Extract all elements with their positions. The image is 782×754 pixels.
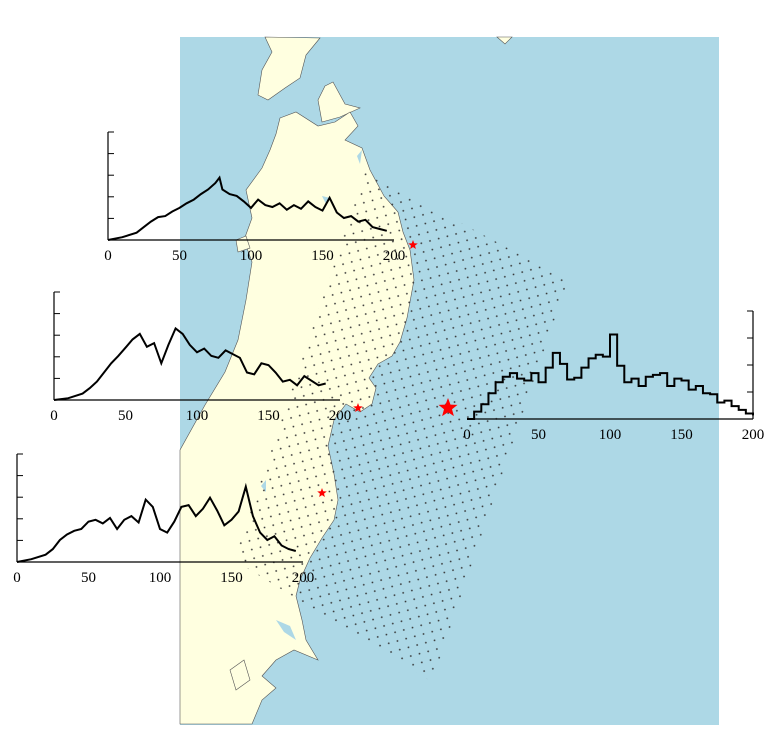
waveform-chart-north: 0 50 100 150 200 [104,131,406,264]
waveform-chart-offshore: 0 50 100 150 200 [463,310,765,443]
x-tick-label: 100 [149,570,172,586]
x-tick-label: 100 [240,248,263,264]
x-tick-label: 200 [329,408,352,424]
x-tick-label: 0 [463,427,471,443]
lake-2 [322,196,330,204]
west-island [229,659,251,691]
x-tick-label: 50 [81,570,96,586]
station-star-icon [353,403,363,412]
x-tick-label: 50 [118,408,133,424]
epicenter-star-icon [438,398,458,417]
waveform-chart-south: 0 50 100 150 200 [13,453,315,586]
hokkaido-east-landmass [496,36,513,45]
lake-1 [357,150,362,164]
x-tick-label: 50 [172,248,187,264]
station-star-icon [317,488,327,497]
x-tick-label: 200 [383,248,406,264]
x-tick-label: 50 [531,427,546,443]
waveform-series [16,482,297,563]
x-tick-label: 200 [742,427,765,443]
x-tick-label: 0 [13,570,21,586]
waveform-series [467,333,754,420]
x-tick-label: 150 [220,570,243,586]
x-tick-label: 0 [104,248,112,264]
x-tick-label: 200 [292,570,315,586]
x-tick-label: 100 [186,408,209,424]
x-tick-label: 0 [50,408,58,424]
x-tick-label: 150 [257,408,280,424]
x-tick-label: 150 [670,427,693,443]
station-star-icon [408,240,418,249]
hokkaido-landmass [257,36,321,101]
waveform-series [107,175,388,241]
waveform-chart-middle: 0 50 100 150 200 [50,291,352,424]
x-tick-label: 100 [599,427,622,443]
fault-grid [234,172,568,682]
waveform-series [53,326,326,401]
lake-4 [276,620,296,640]
x-tick-label: 150 [311,248,334,264]
